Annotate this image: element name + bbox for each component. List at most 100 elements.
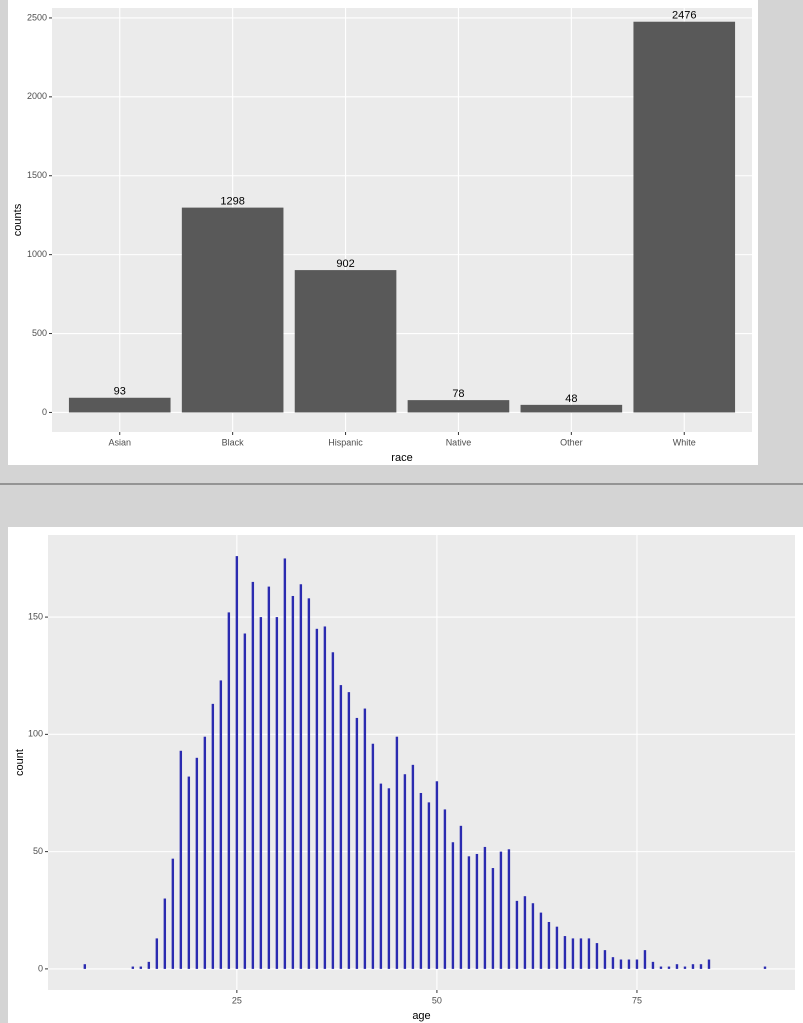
x-tick-label: 25 (232, 995, 242, 1005)
y-tick-label: 1500 (27, 170, 47, 180)
bar (579, 938, 583, 969)
bar (171, 858, 175, 969)
bar (587, 938, 591, 969)
y-tick-label: 1000 (27, 249, 47, 259)
bar (443, 809, 447, 969)
bar (371, 743, 375, 969)
bar (227, 612, 231, 969)
bar (187, 776, 191, 969)
y-axis-title: counts (12, 203, 24, 236)
y-tick-label: 2500 (27, 12, 47, 22)
bar (83, 964, 87, 969)
x-tick-label: Native (446, 437, 472, 447)
bar (181, 207, 284, 413)
bar (155, 938, 159, 969)
bar (539, 912, 543, 969)
bar (547, 921, 551, 969)
bar (339, 685, 343, 969)
bar (667, 966, 671, 969)
bar (355, 717, 359, 969)
x-axis-title: race (391, 452, 412, 464)
bar (259, 617, 263, 969)
bar (635, 959, 639, 969)
bar (291, 595, 295, 969)
bar (619, 959, 623, 969)
x-tick-label: Asian (108, 437, 131, 447)
y-tick-label: 0 (38, 963, 43, 973)
bar (267, 586, 271, 969)
bar (707, 959, 711, 969)
bar (603, 950, 607, 969)
bar (131, 966, 135, 969)
bar (419, 792, 423, 969)
bar (523, 896, 527, 969)
bar (467, 856, 471, 969)
bar (139, 966, 143, 969)
value-label: 1298 (220, 196, 244, 208)
bar (347, 692, 351, 969)
bar (475, 853, 479, 969)
y-tick-label: 0 (42, 407, 47, 417)
bar (235, 556, 239, 969)
bar (435, 781, 439, 969)
value-label: 78 (452, 388, 464, 400)
y-tick-label: 100 (28, 729, 43, 739)
bar (451, 842, 455, 969)
bar (531, 903, 535, 969)
bar (179, 750, 183, 969)
x-tick-label: White (673, 437, 696, 447)
bar (195, 757, 199, 969)
bar (491, 868, 495, 969)
bar (651, 961, 655, 969)
bar (68, 397, 171, 413)
y-tick-label: 50 (33, 846, 43, 856)
bar (283, 558, 287, 969)
bar (459, 825, 463, 969)
x-tick-label: 75 (632, 995, 642, 1005)
x-tick-label: Black (222, 437, 245, 447)
x-tick-label: Other (560, 437, 583, 447)
bar (571, 938, 575, 969)
bar (211, 703, 215, 969)
bar (683, 966, 687, 969)
bar (403, 774, 407, 969)
value-label: 93 (114, 386, 126, 398)
bar (163, 898, 167, 969)
bar (427, 802, 431, 969)
bar (483, 846, 487, 969)
bar (315, 628, 319, 969)
x-tick-label: 50 (432, 995, 442, 1005)
bar (611, 957, 615, 969)
bar (307, 598, 311, 969)
x-tick-label: Hispanic (328, 437, 363, 447)
y-tick-label: 150 (28, 611, 43, 621)
bar (627, 959, 631, 969)
y-tick-label: 500 (32, 328, 47, 338)
x-axis-title: age (412, 1010, 430, 1022)
bar (520, 404, 623, 413)
bar (763, 966, 767, 969)
bar (395, 736, 399, 969)
y-tick-label: 2000 (27, 91, 47, 101)
bar (555, 926, 559, 969)
bar (643, 950, 647, 969)
bar (595, 943, 599, 969)
bar (203, 736, 207, 969)
value-label: 48 (565, 393, 577, 405)
bar (379, 783, 383, 969)
bar (387, 788, 391, 969)
value-label: 902 (336, 258, 354, 270)
bar (691, 964, 695, 969)
bar (515, 900, 519, 969)
bar (659, 966, 663, 969)
bar (411, 764, 415, 969)
bar (299, 584, 303, 969)
value-label: 2476 (672, 10, 696, 22)
bar (275, 617, 279, 969)
bar (699, 964, 703, 969)
bar (323, 626, 327, 969)
bar (251, 581, 255, 969)
bar (294, 270, 397, 413)
bar (563, 936, 567, 969)
